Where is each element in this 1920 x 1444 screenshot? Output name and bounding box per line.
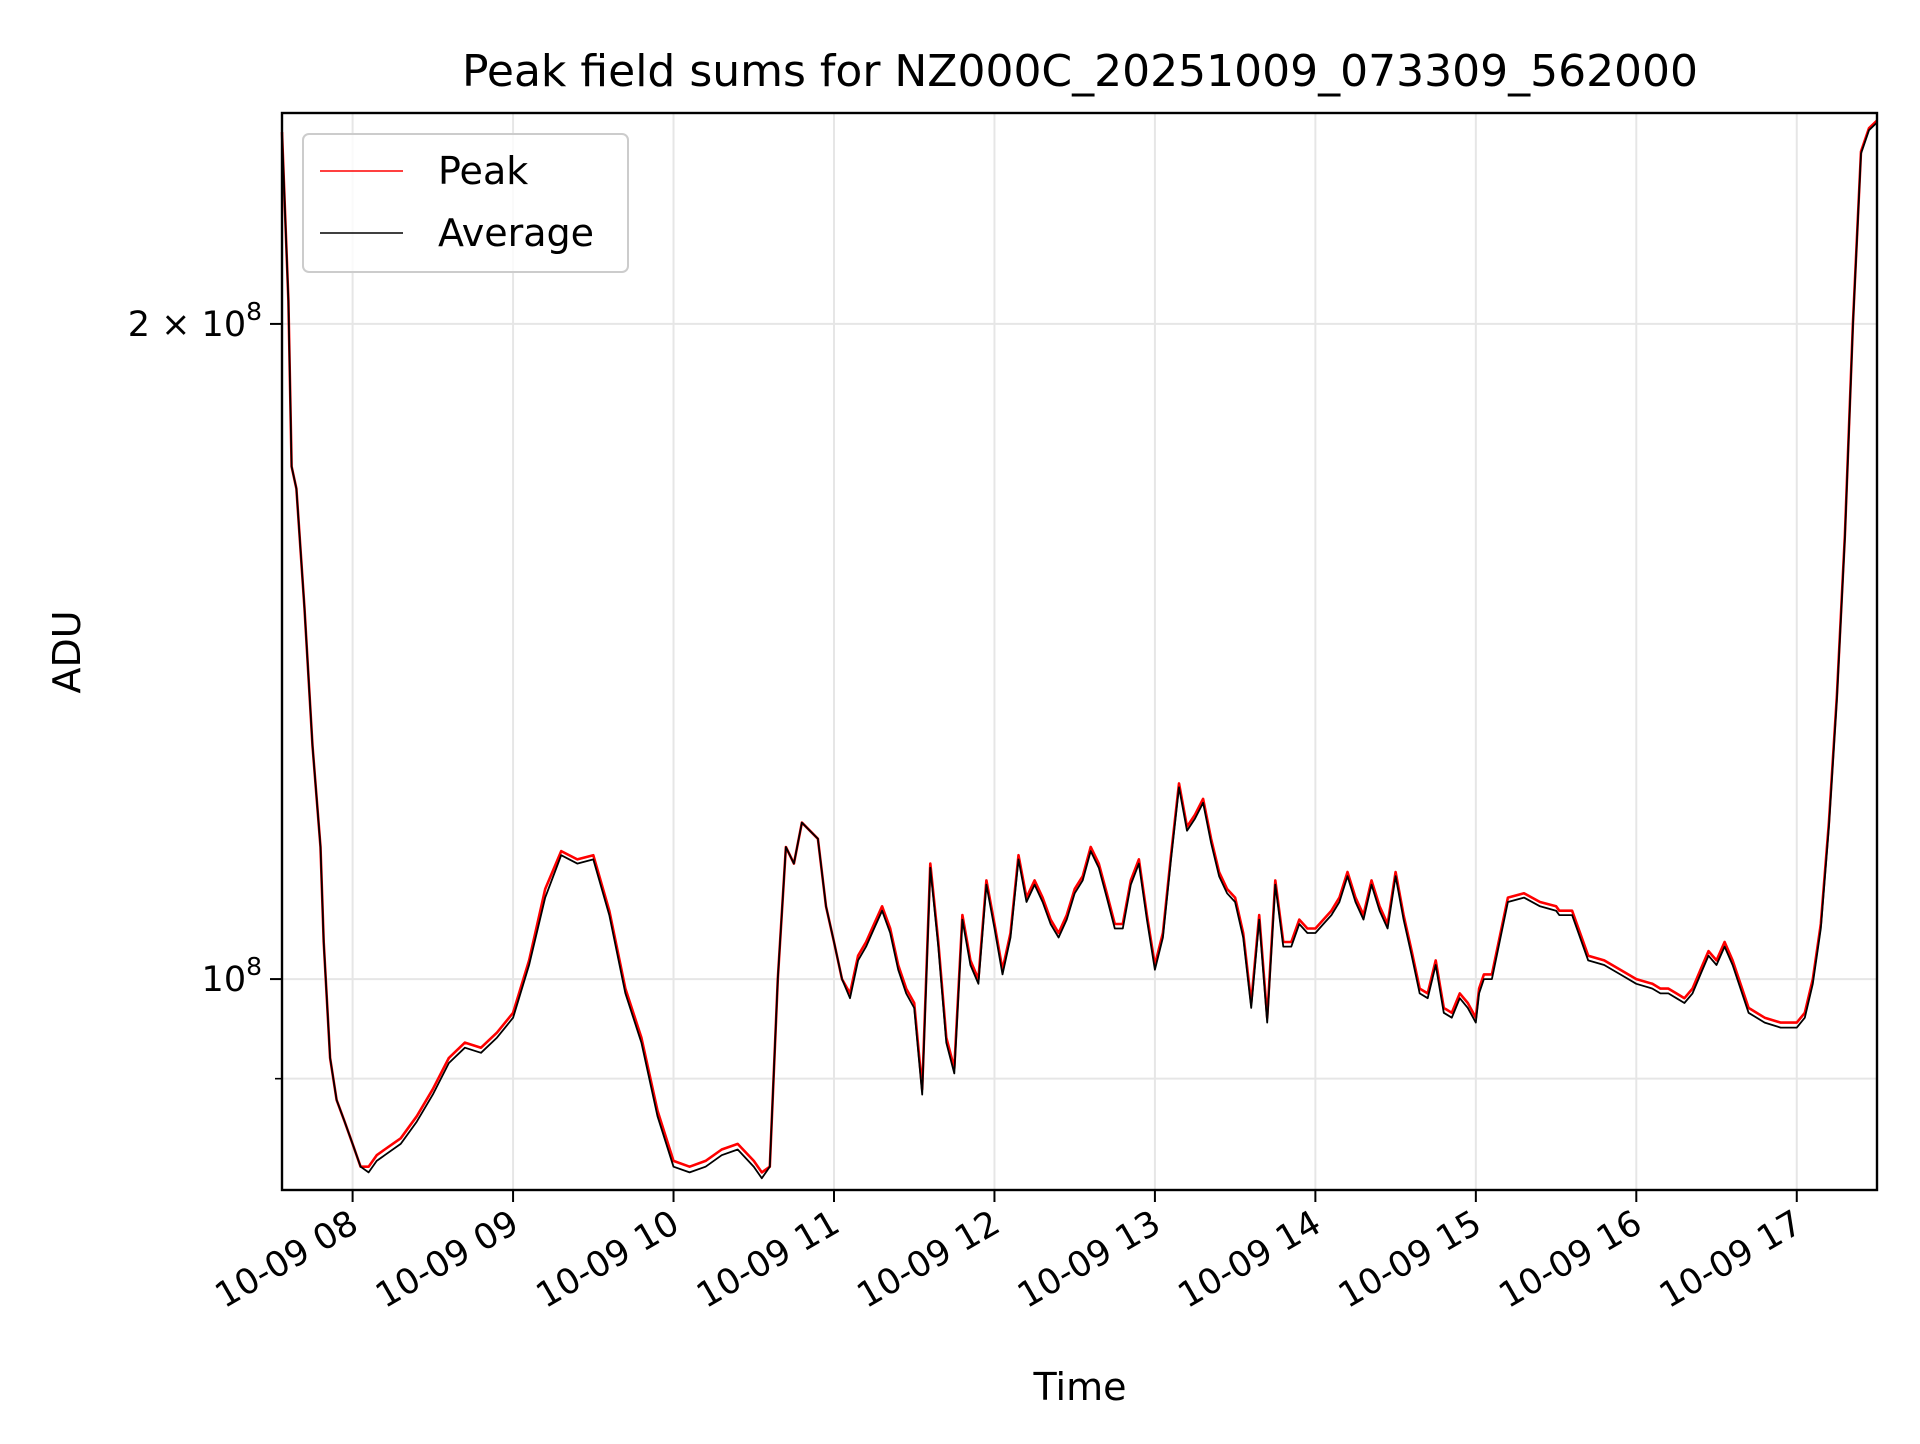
y-tick-label: 108 <box>202 952 262 1000</box>
x-axis-label: Time <box>1033 1365 1127 1409</box>
series-line-average <box>281 121 1878 1180</box>
legend-box <box>302 133 629 273</box>
y-tick-label-exponent: 8 <box>246 952 262 981</box>
chart-title: Peak field sums for NZ000C_20251009_0733… <box>462 46 1698 97</box>
y-tick-label: 2 × 108 <box>128 297 262 345</box>
y-axis-label: ADU <box>45 610 89 693</box>
grid-lines <box>282 113 1877 1190</box>
y-tick-label-base: 2 × 10 <box>128 305 246 345</box>
y-tick-label-exponent: 8 <box>246 297 262 326</box>
axes-frame <box>280 111 1879 1192</box>
series-line-peak <box>280 119 1878 1174</box>
legend: Peak Average <box>302 133 629 273</box>
series-lines <box>280 119 1878 1180</box>
legend-label-average: Average <box>438 211 594 255</box>
y-tick-label-base: 10 <box>202 960 247 1000</box>
legend-label-peak: Peak <box>438 149 528 193</box>
